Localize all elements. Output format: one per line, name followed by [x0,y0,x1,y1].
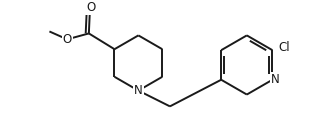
Text: N: N [134,84,143,97]
Text: N: N [271,73,280,86]
Text: O: O [63,33,72,46]
Text: Cl: Cl [279,41,290,54]
Text: N: N [134,84,143,97]
Text: O: O [86,1,95,14]
Text: O: O [86,1,95,14]
Text: O: O [63,33,72,46]
